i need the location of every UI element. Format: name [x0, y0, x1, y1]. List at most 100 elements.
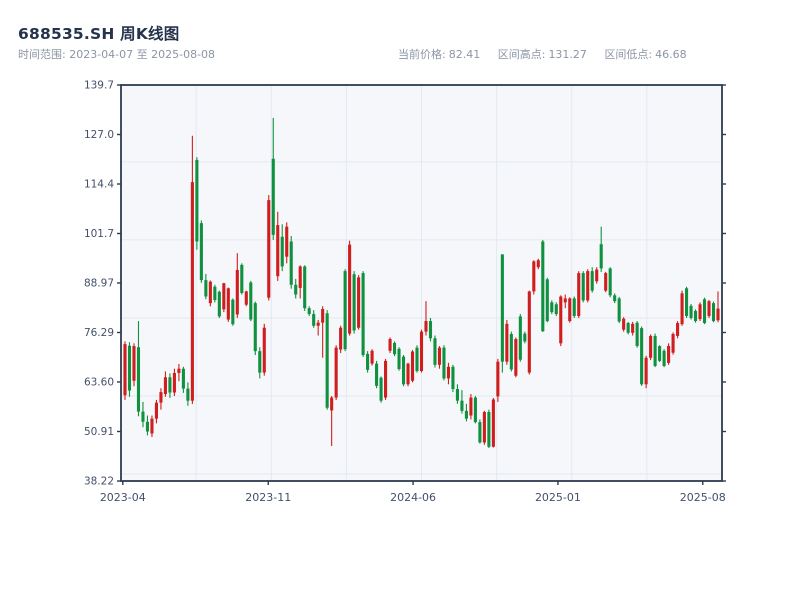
candle-body	[159, 392, 163, 403]
candle-body	[312, 314, 316, 326]
candle-body	[258, 351, 262, 373]
candle-body	[366, 353, 370, 370]
candle	[563, 294, 567, 309]
price-stats: 当前价格: 82.41 区间高点: 131.27 区间低点: 46.68	[398, 46, 701, 62]
candle	[554, 302, 558, 317]
candle-body	[123, 344, 127, 396]
candle-body	[608, 268, 612, 296]
candle-body	[168, 377, 172, 393]
candle-body	[217, 291, 221, 317]
candle-body	[235, 269, 239, 315]
candle	[514, 337, 518, 378]
candle	[469, 394, 473, 420]
candle-body	[303, 266, 307, 309]
candle-body	[172, 372, 176, 393]
candle	[599, 226, 603, 272]
candle	[676, 321, 680, 339]
candle-body	[568, 298, 572, 322]
candle	[316, 319, 320, 336]
candle-body	[267, 200, 271, 298]
candle-body	[424, 321, 428, 332]
candle	[132, 343, 136, 387]
candle-body	[253, 303, 257, 352]
candle-body	[622, 318, 626, 330]
candle-body	[177, 368, 181, 373]
candle	[649, 334, 653, 361]
candle-body	[163, 377, 167, 395]
candle-body	[298, 266, 302, 288]
candle	[253, 301, 257, 356]
candle-body	[527, 291, 531, 373]
candle	[177, 364, 181, 382]
candle	[312, 310, 316, 328]
candle-body	[635, 322, 639, 347]
candle-body	[357, 277, 361, 328]
candle-body	[280, 236, 284, 267]
y-tick-label: 127.0	[84, 129, 114, 141]
candle	[392, 341, 397, 357]
candle	[388, 337, 392, 354]
candle-body	[379, 377, 383, 401]
candle	[653, 333, 657, 368]
candle	[168, 373, 172, 398]
y-tick-label: 139.7	[84, 80, 114, 92]
candle-body	[401, 356, 406, 385]
y-tick-label: 76.29	[84, 327, 114, 339]
candle	[213, 284, 217, 303]
candle	[343, 269, 347, 352]
candle-body	[572, 298, 576, 317]
candle	[685, 286, 689, 318]
candle	[339, 325, 343, 354]
candle	[478, 419, 482, 444]
candle	[285, 222, 289, 264]
candle	[190, 135, 194, 404]
candle-body	[455, 388, 459, 401]
candle	[626, 321, 630, 335]
candle	[518, 314, 522, 362]
candle-body	[707, 301, 711, 317]
candle	[505, 319, 509, 365]
candle-body	[671, 333, 675, 353]
y-tick-label: 63.60	[84, 377, 114, 389]
page-title: 688535.SH 周K线图	[18, 25, 180, 43]
candle	[536, 258, 540, 270]
candle-body	[604, 273, 608, 291]
candle	[258, 347, 262, 379]
candle	[455, 384, 459, 404]
candle	[662, 349, 666, 368]
y-tick-label: 88.97	[84, 278, 114, 290]
candle	[702, 297, 707, 325]
y-tick-label: 38.22	[84, 476, 114, 488]
candle-body	[433, 338, 437, 365]
stat-range-high: 区间高点: 131.27	[497, 48, 587, 61]
y-axis: 38.22 50.91 63.60 76.29 88.97 101.7 114.4 127.0…	[84, 80, 726, 488]
candle-body	[352, 274, 356, 331]
candle-body	[536, 260, 540, 268]
candle-body	[451, 366, 455, 389]
candle-body	[226, 288, 230, 320]
candle	[204, 273, 208, 300]
candle	[487, 409, 491, 448]
candle-body	[222, 283, 226, 310]
y-tick-label: 101.7	[84, 228, 114, 240]
candle-body	[361, 273, 365, 356]
candle	[545, 277, 549, 323]
candle-body	[617, 298, 621, 322]
candle-body	[397, 348, 401, 370]
candle-body	[388, 339, 392, 351]
candle-body	[590, 271, 594, 291]
candle-body	[446, 366, 451, 379]
candle	[401, 355, 406, 387]
candle	[217, 290, 221, 318]
candle-body	[181, 368, 185, 389]
candle	[496, 358, 500, 402]
candle-body	[595, 269, 599, 282]
candle-body	[392, 342, 397, 355]
candle	[595, 267, 599, 284]
candle	[397, 347, 401, 371]
candle-body	[487, 412, 491, 447]
candle-body	[500, 254, 504, 362]
candle	[707, 300, 711, 318]
x-tick-label: 2025-01	[535, 491, 581, 504]
